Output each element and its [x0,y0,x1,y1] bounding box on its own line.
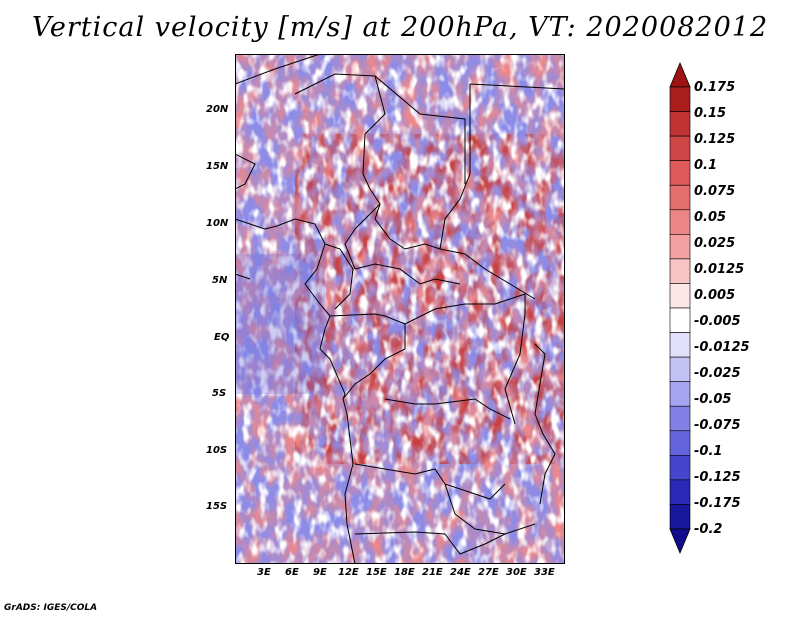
lon-label-6e: 6E [285,567,299,578]
colorbar-label-12: -0.05 [694,392,732,407]
border-drc-south [384,398,511,420]
lat-label-eq: EQ [214,332,230,343]
colorbar-top-arrow [669,61,691,88]
lon-label-15e: 15E [366,567,387,578]
colorbar-segment-16 [669,479,691,505]
colorbar-segment-14 [669,430,691,456]
map-svg [235,54,565,564]
colorbar-label-15: -0.125 [694,470,741,485]
lon-label-3e: 3E [257,567,271,578]
border-north-3 [374,75,466,184]
lat-label-10n: 10N [206,218,229,229]
border-car-drc [404,293,526,325]
colorbar-segment-11 [669,356,691,382]
border-north-1 [235,54,321,85]
lon-label-24e: 24E [450,567,471,578]
border-northeast [469,83,565,90]
colorbar-segment-1 [669,111,691,137]
border-lakes [534,343,556,505]
colorbar-segment-5 [669,209,691,235]
colorbar-label-10: -0.0125 [694,340,750,355]
lon-label-21e: 21E [422,567,443,578]
colorbar-label-8: 0.005 [694,288,736,303]
chart-title: Vertical velocity [m/s] at 200hPa, VT: 2… [31,12,769,43]
border-west-1 [235,153,256,190]
colorbar-label-4: 0.075 [694,184,736,199]
lat-label-5s: 5S [212,388,227,399]
colorbar-label-13: -0.075 [694,418,741,433]
coastline-west [235,218,346,400]
coastline-southwest [342,398,356,564]
lon-label-33e: 33E [534,567,555,578]
colorbar-segment-0 [669,86,691,112]
colorbar-label-6: 0.025 [694,236,736,251]
lat-label-5n: 5N [212,275,228,286]
colorbar-label-0: 0.175 [694,80,736,95]
colorbar-segment-8 [669,283,691,309]
lat-label-20n: 20N [206,104,229,115]
colorbar-label-7: 0.0125 [694,262,745,277]
vertical-velocity-map [235,54,565,564]
colorbar-label-11: -0.025 [694,366,741,381]
colorbar-label-14: -0.1 [694,444,723,459]
colorbar-label-16: -0.175 [694,496,741,511]
country-borders [235,54,565,564]
lon-label-30e: 30E [506,567,527,578]
colorbar-segment-7 [669,258,691,284]
field-neutral [235,54,565,564]
colorbar-segment-17 [669,504,691,530]
colorbar-label-5: 0.05 [694,210,727,225]
lon-label-18e: 18E [394,567,415,578]
colorbar-label-17: -0.2 [694,522,723,537]
colorbar-segment-6 [669,234,691,260]
colorbar-label-2: 0.125 [694,132,736,147]
colorbar-segment-4 [669,184,691,211]
colorbar-segment-9 [669,307,691,333]
border-central-3 [354,263,461,285]
map-frame [235,54,565,564]
colorbar-label-1: 0.15 [694,106,727,121]
lon-label-12e: 12E [338,567,359,578]
border-congo [329,313,406,400]
colorbar-bottom-arrow [669,528,691,555]
border-central-2 [344,203,381,270]
lat-label-15s: 15S [206,501,228,512]
lon-label-9e: 9E [313,567,327,578]
colorbar-segment-15 [669,455,691,481]
colorbar-label-9: -0.005 [694,314,741,329]
border-west-2 [235,273,251,280]
lat-label-10s: 10S [206,445,228,456]
colorbar-label-3: 0.1 [694,158,718,173]
colorbar-segment-10 [669,332,691,358]
colorbar-segment-12 [669,381,691,407]
footer-credit: GrADS: IGES/COLA [4,603,98,613]
colorbar-segment-2 [669,135,691,161]
colorbar-segment-13 [669,405,691,432]
border-zambia [444,483,506,535]
border-south [354,523,536,555]
border-drc-east [504,294,526,425]
border-cameroon [324,243,354,310]
border-north-2 [294,73,386,175]
lon-label-27e: 27E [478,567,499,578]
colorbar-segment-3 [669,160,691,186]
border-central-1 [362,173,441,250]
lat-label-15n: 15N [206,161,229,172]
